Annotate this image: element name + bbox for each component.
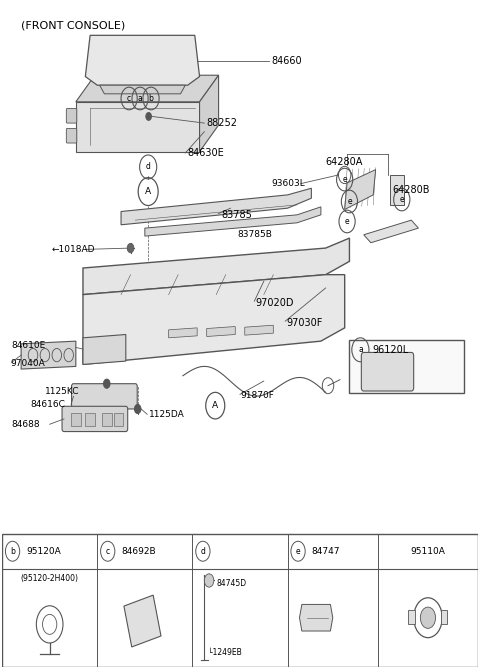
Circle shape [420,607,435,628]
Text: d: d [201,547,205,556]
Polygon shape [207,326,235,337]
Circle shape [146,112,152,120]
Circle shape [204,574,214,587]
Text: (FRONT CONSOLE): (FRONT CONSOLE) [21,20,125,30]
Text: e: e [342,175,347,184]
Polygon shape [83,275,345,365]
Polygon shape [245,325,273,335]
Text: 84610E: 84610E [12,341,46,350]
Circle shape [103,379,110,388]
Text: a: a [138,94,143,103]
Text: 84747: 84747 [312,547,340,556]
Polygon shape [345,170,376,209]
Text: 1125DA: 1125DA [149,410,184,419]
Polygon shape [85,35,200,85]
Bar [2,534,478,667]
Bar [114,413,123,426]
Text: b: b [10,547,15,556]
Bar [408,609,415,624]
Text: 95120A: 95120A [26,547,60,556]
Polygon shape [76,102,200,152]
Text: 84616C: 84616C [31,400,65,409]
Polygon shape [124,595,161,647]
Text: 84692B: 84692B [121,547,156,556]
Text: 83785B: 83785B [238,229,273,239]
Text: └1249EB: └1249EB [208,648,242,657]
Circle shape [134,404,141,413]
Text: 88252: 88252 [207,118,238,128]
Bar [102,413,111,426]
Bar [85,413,95,426]
Polygon shape [76,75,218,102]
Text: d: d [146,163,151,171]
Text: 96120L: 96120L [372,345,408,355]
FancyBboxPatch shape [66,128,77,143]
Text: e: e [399,195,404,204]
Text: 97020D: 97020D [255,298,294,308]
Text: 84660: 84660 [271,56,301,66]
Text: (95120-2H400): (95120-2H400) [21,574,79,583]
Text: 84745D: 84745D [216,579,246,587]
Polygon shape [168,328,197,338]
Text: 64280A: 64280A [325,157,363,167]
Text: A: A [212,401,218,410]
Text: 97040A: 97040A [11,359,46,367]
Text: 97030F: 97030F [286,318,323,328]
Polygon shape [100,85,185,94]
FancyBboxPatch shape [361,353,414,391]
Text: 64280B: 64280B [392,185,430,195]
FancyBboxPatch shape [72,384,137,409]
Bar [71,413,81,426]
Polygon shape [83,238,349,294]
Text: A: A [145,187,151,196]
Bar [349,340,464,393]
Polygon shape [364,220,419,243]
Text: 1125KC: 1125KC [45,387,79,395]
Text: 83785: 83785 [221,211,252,221]
FancyBboxPatch shape [66,108,77,123]
Text: 84630E: 84630E [188,148,225,158]
Circle shape [127,244,134,253]
Polygon shape [145,207,321,236]
Text: e: e [296,547,300,556]
Polygon shape [300,604,333,631]
Text: ←1018AD: ←1018AD [52,245,96,254]
Polygon shape [83,334,126,365]
Text: e: e [347,197,352,206]
Polygon shape [21,341,76,369]
FancyBboxPatch shape [62,406,128,432]
Text: b: b [149,94,154,103]
Text: c: c [127,94,131,103]
Text: c: c [106,547,110,556]
Text: e: e [345,217,349,226]
Polygon shape [200,75,218,152]
Text: a: a [358,345,363,355]
Bar [441,609,447,624]
Polygon shape [121,188,312,225]
Text: 91870F: 91870F [240,391,274,400]
Text: 93603L: 93603L [271,179,305,188]
Text: 84688: 84688 [12,419,40,429]
Text: 95110A: 95110A [410,547,445,556]
Polygon shape [390,175,404,205]
